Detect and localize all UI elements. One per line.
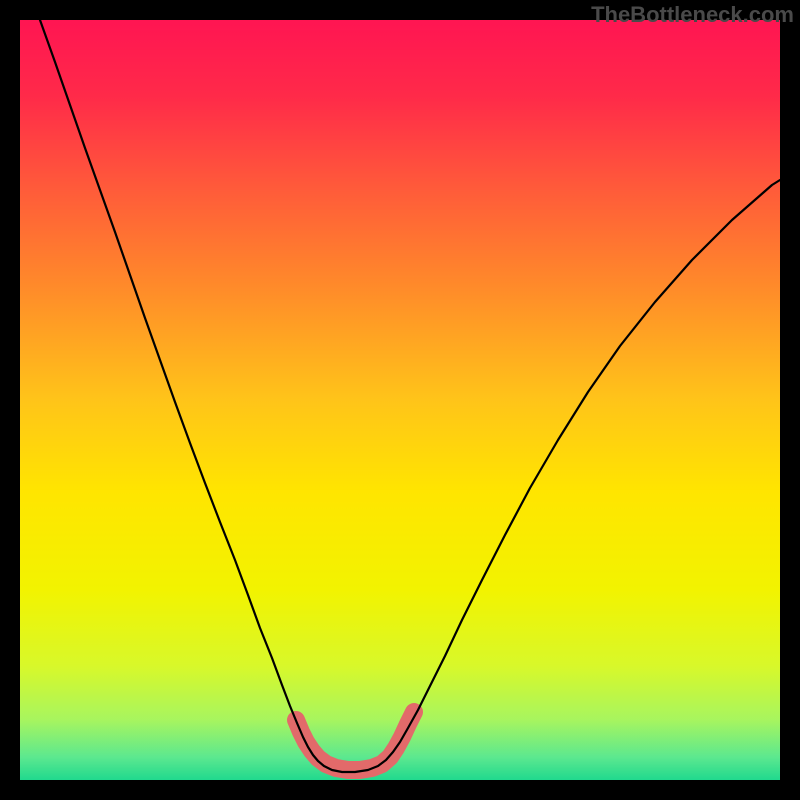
watermark-text: TheBottleneck.com <box>591 2 794 28</box>
plot-area <box>20 20 780 780</box>
chart-frame: TheBottleneck.com <box>0 0 800 800</box>
bottleneck-curve-chart <box>20 20 780 780</box>
gradient-background <box>20 20 780 780</box>
